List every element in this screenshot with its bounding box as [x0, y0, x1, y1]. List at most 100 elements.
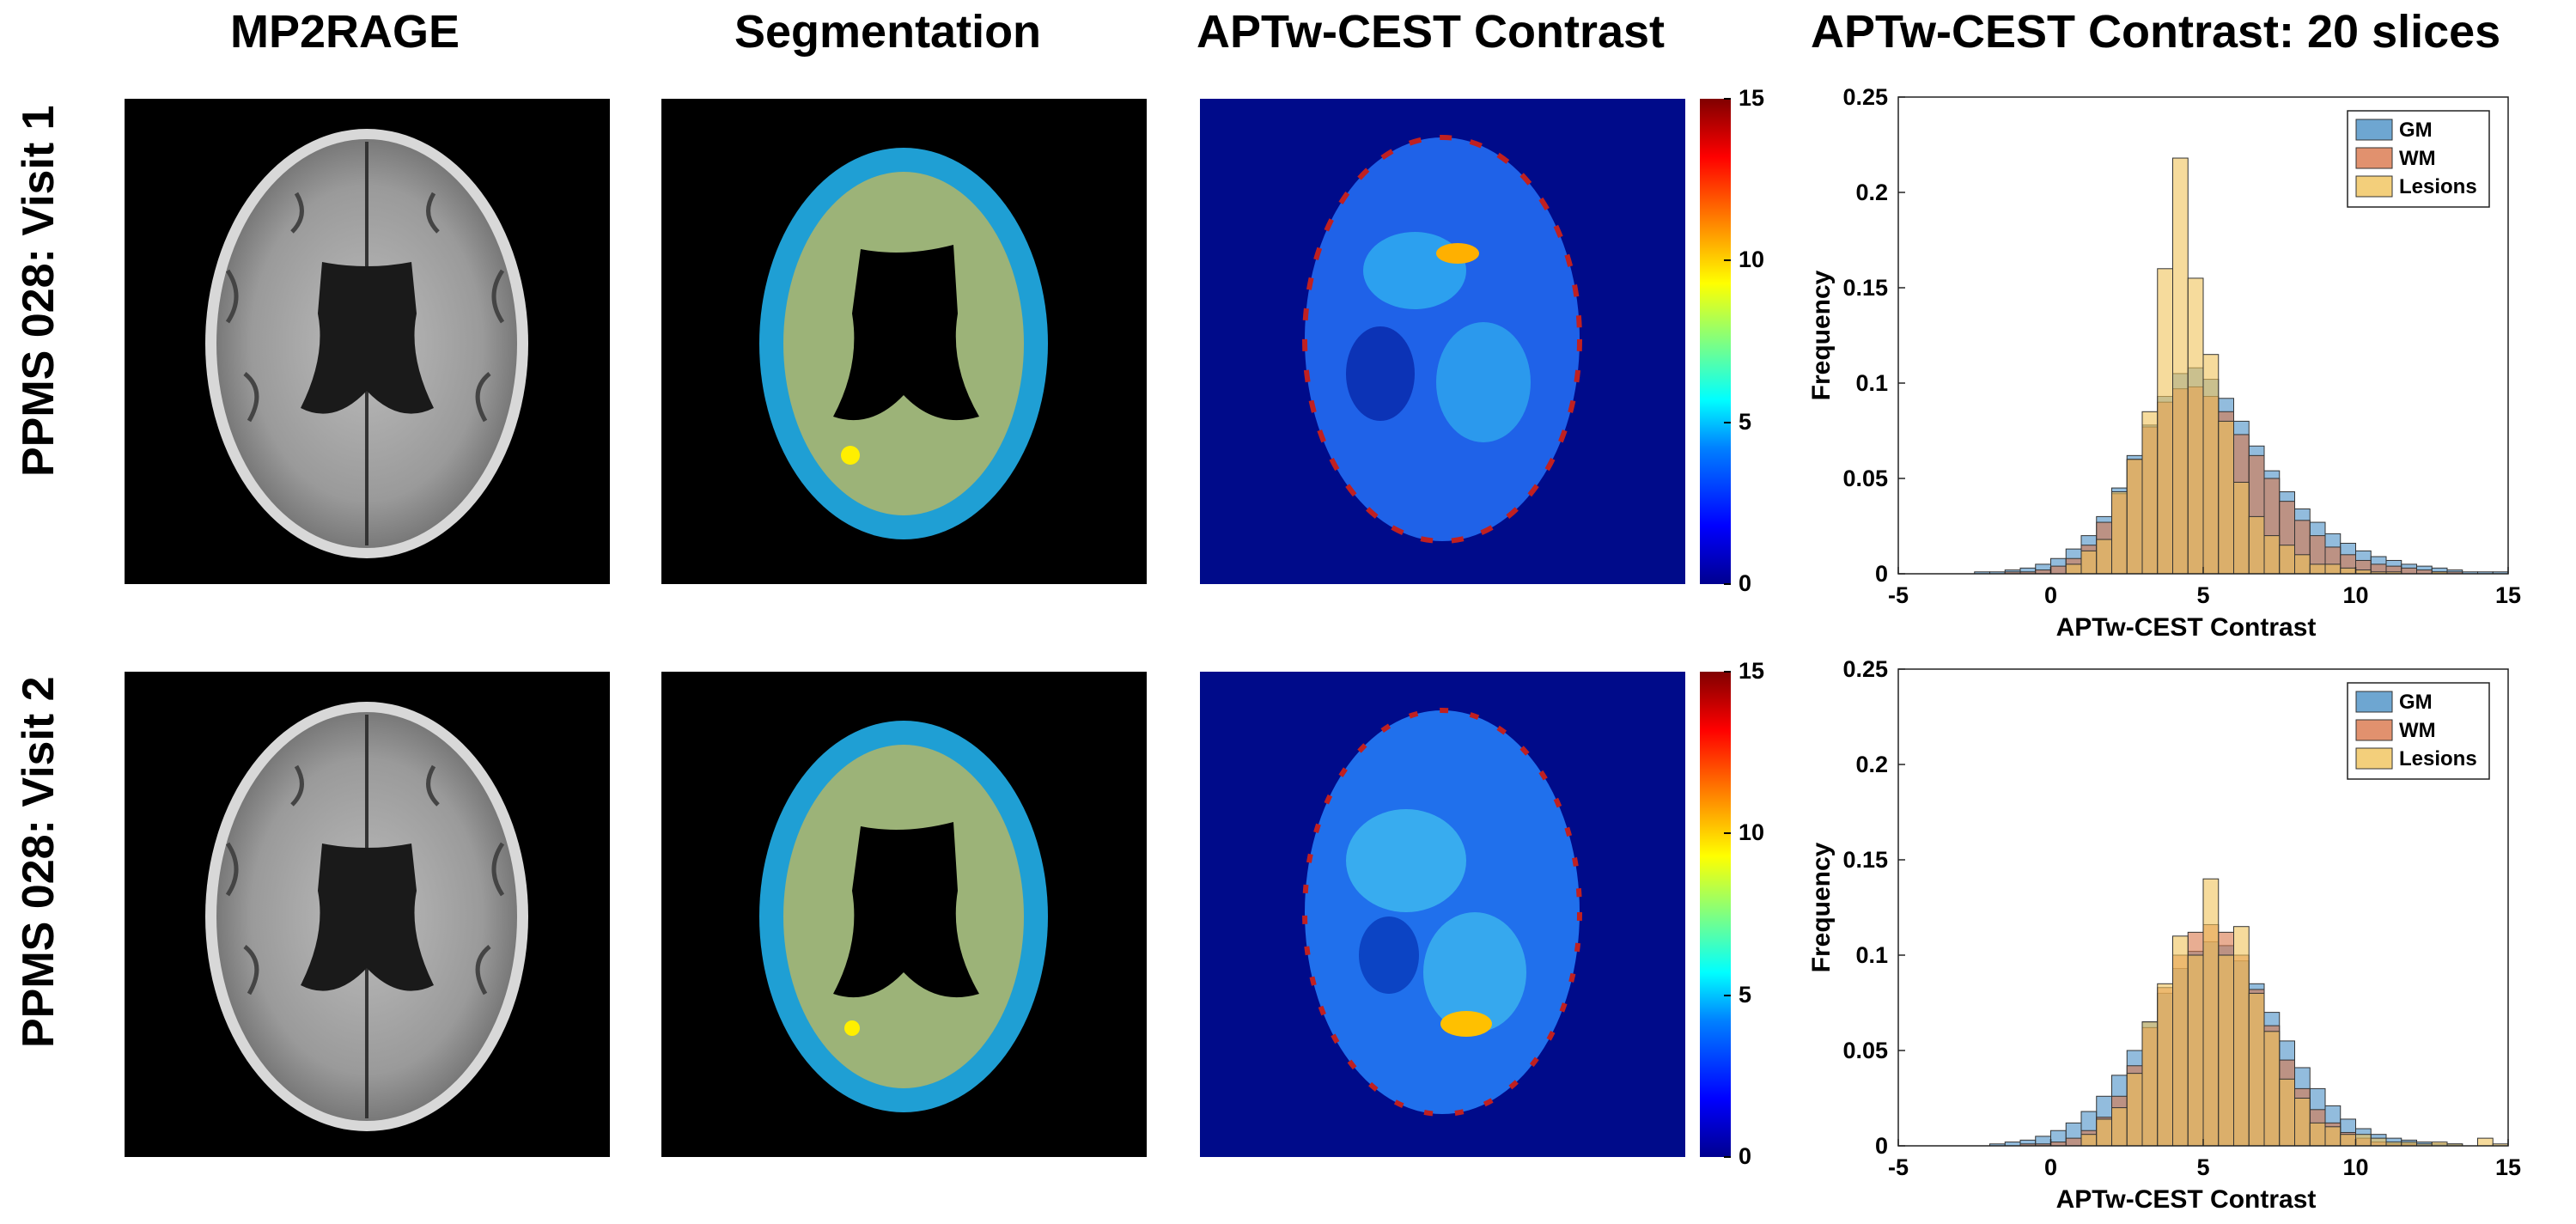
row-label-visit-1: PPMS 028: Visit 1 — [14, 105, 64, 477]
cest-brain — [1305, 137, 1580, 541]
seg-ventricles — [833, 822, 979, 998]
cest-region-1 — [1346, 809, 1466, 912]
seg-lesion — [841, 446, 860, 465]
histogram-bar-lesions — [2279, 1078, 2295, 1147]
histogram-bar-lesions — [2111, 1107, 2128, 1147]
legend-label-wm: WM — [2399, 147, 2436, 170]
segmentation-image-visit-1 — [661, 99, 1147, 584]
y-tick-label: 0.15 — [1842, 275, 1888, 301]
y-tick-label: 0.25 — [1842, 86, 1888, 110]
histogram-bar-lesions — [2080, 1134, 2098, 1147]
cest-hotspot — [1436, 243, 1479, 264]
colorbar-visit-2 — [1700, 672, 1731, 1157]
x-axis-label: APTw-CEST Contrast — [2056, 613, 2317, 642]
histogram-bar-lesions — [2309, 563, 2326, 575]
histogram-bar-lesions — [2157, 983, 2173, 1147]
histogram-bar-lesions — [2294, 1098, 2311, 1147]
colorbar-tick-mark — [1724, 259, 1731, 262]
histogram-bar-lesions — [2065, 563, 2082, 575]
histogram-bar-lesions — [2218, 954, 2234, 1147]
colorbar-tick-mark — [1724, 671, 1731, 673]
legend-swatch-gm — [2355, 119, 2393, 141]
histogram-bar-lesions — [2187, 954, 2204, 1147]
histogram-bar-lesions — [2294, 554, 2311, 575]
legend-swatch-wm — [2355, 147, 2393, 169]
histogram-bar-wm — [2401, 567, 2417, 575]
legend-label-lesions: Lesions — [2399, 747, 2477, 770]
seg-ventricles — [833, 245, 979, 421]
cest-region-1 — [1363, 232, 1466, 309]
histogram-bar-lesions — [2263, 535, 2281, 575]
colorbar-tick-mark — [1724, 1156, 1731, 1158]
histogram-bar-lesions — [2233, 481, 2250, 575]
cest-region-3 — [1346, 326, 1415, 421]
histogram-bar-lesions — [2172, 157, 2189, 575]
histogram-bar-lesions — [2157, 268, 2173, 575]
sulci — [225, 192, 505, 423]
y-tick-label: 0.05 — [1842, 1038, 1888, 1063]
histogram-bar-lesions — [2096, 1118, 2112, 1147]
histogram-bar-lesions — [2202, 354, 2220, 575]
histogram-bar-lesions — [2248, 515, 2265, 575]
colorbar-tick-label: 10 — [1739, 819, 1765, 846]
x-tick-label: 15 — [2495, 1154, 2521, 1180]
segmentation-image-visit-2 — [661, 672, 1147, 1157]
colorbar-tick-label: 0 — [1739, 1143, 1752, 1169]
y-axis-label: Frequency — [1807, 270, 1836, 400]
y-tick-label: 0.15 — [1842, 847, 1888, 873]
seg-lesion — [844, 1020, 860, 1036]
colorbar-tick-label: 15 — [1739, 85, 1765, 111]
column-title-cest: APTw-CEST Contrast — [1197, 6, 1666, 58]
histogram-bar-lesions — [2324, 1126, 2342, 1147]
legend-label-gm: GM — [2399, 691, 2433, 714]
histogram-bar-lesions — [2202, 878, 2220, 1147]
histogram-bar-lesions — [2233, 926, 2250, 1147]
cest-map-visit-1 — [1200, 99, 1685, 584]
histogram-bar-lesions — [2263, 1031, 2281, 1147]
column-title-segmentation: Segmentation — [734, 6, 1042, 58]
legend-swatch-lesions — [2355, 747, 2393, 770]
legend-label-wm: WM — [2399, 719, 2436, 742]
x-tick-label: -5 — [1888, 582, 1909, 608]
y-tick-label: 0.1 — [1855, 942, 1888, 968]
colorbar-tick-label: 0 — [1739, 570, 1752, 596]
histogram-bar-lesions — [2111, 491, 2128, 575]
histogram-bar-lesions — [2141, 411, 2159, 575]
histogram-bar-lesions — [2187, 277, 2204, 575]
cest-region-2 — [1436, 322, 1531, 442]
x-tick-label: -5 — [1888, 1154, 1909, 1180]
colorbar-tick-label: 10 — [1739, 247, 1765, 273]
histogram-bar-lesions — [2172, 935, 2189, 1147]
y-tick-label: 0.05 — [1842, 466, 1888, 491]
y-tick-label: 0.1 — [1855, 370, 1888, 396]
x-axis-label: APTw-CEST Contrast — [2056, 1185, 2317, 1214]
cest-region-2 — [1423, 912, 1526, 1032]
cest-rim — [1302, 135, 1582, 544]
y-tick-label: 0 — [1875, 561, 1888, 587]
ventricles — [301, 262, 434, 414]
y-tick-label: 0.2 — [1855, 180, 1888, 205]
x-tick-label: 5 — [2196, 582, 2209, 608]
colorbar-tick-mark — [1724, 994, 1731, 996]
mp2rage-image-visit-2 — [125, 672, 610, 1157]
colorbar-visit-1 — [1700, 99, 1731, 584]
histogram-bar-wm — [2050, 565, 2067, 575]
histogram-bar-wm — [2065, 1137, 2082, 1147]
legend-swatch-wm — [2355, 719, 2393, 741]
histogram-bar-lesions — [2324, 563, 2342, 575]
y-axis-label: Frequency — [1807, 842, 1836, 972]
histogram-bar-lesions — [2096, 539, 2112, 575]
histogram-bar-lesions — [2355, 1134, 2372, 1147]
x-tick-label: 0 — [2044, 1154, 2057, 1180]
colorbar-tick-mark — [1724, 832, 1731, 835]
histogram-bar-lesions — [2477, 1137, 2494, 1147]
x-tick-label: 5 — [2196, 1154, 2209, 1180]
colorbar-tick-label: 5 — [1739, 408, 1752, 435]
cest-map-visit-2 — [1200, 672, 1685, 1157]
cest-hotspot — [1440, 1011, 1492, 1037]
y-tick-label: 0.25 — [1842, 658, 1888, 682]
histogram-bar-lesions — [2279, 545, 2295, 575]
y-tick-label: 0.2 — [1855, 752, 1888, 777]
histogram-bar-lesions — [2126, 459, 2143, 575]
histogram-bar-lesions — [2126, 1073, 2143, 1147]
